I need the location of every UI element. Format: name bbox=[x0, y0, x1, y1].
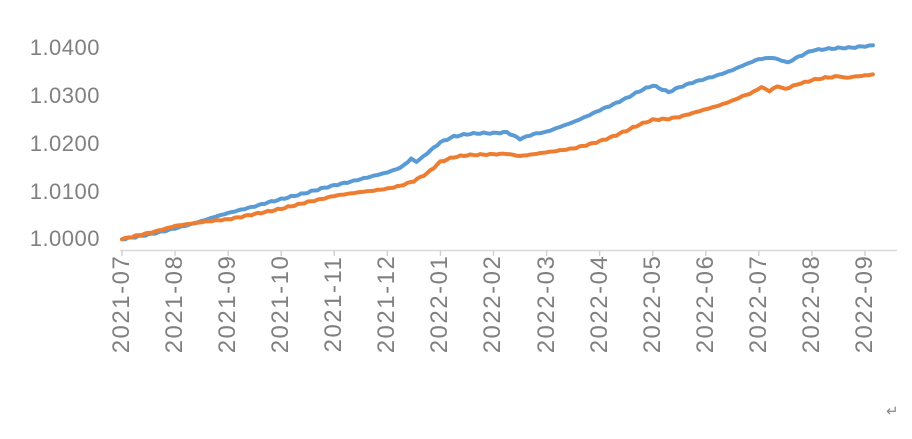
x-tick-label: 2022-08 bbox=[797, 254, 825, 354]
legend: 某短期开放式理财产品 万得短期纯债型基金指数 bbox=[0, 376, 912, 416]
y-tick-label: 1.0000 bbox=[29, 226, 100, 252]
x-tick-label: 2022-09 bbox=[850, 254, 878, 354]
x-tick-label: 2021-12 bbox=[373, 254, 401, 354]
x-tick-label: 2021-09 bbox=[214, 254, 242, 354]
x-tick-label: 2021-11 bbox=[320, 255, 348, 353]
series-line-1 bbox=[120, 72, 875, 242]
x-tick-label: 2021-10 bbox=[267, 254, 295, 354]
x-tick-label: 2022-02 bbox=[479, 254, 507, 354]
x-tick-label: 2022-07 bbox=[744, 254, 772, 354]
y-tick-label: 1.0300 bbox=[29, 82, 100, 108]
x-tick-label: 2022-01 bbox=[426, 254, 454, 354]
x-tick-label: 2021-08 bbox=[161, 254, 189, 354]
x-tick-label: 2022-04 bbox=[585, 254, 613, 354]
x-tick-label: 2021-07 bbox=[108, 254, 135, 354]
x-tick-label: 2022-06 bbox=[691, 254, 719, 354]
paragraph-return-mark: ↵ bbox=[886, 403, 899, 420]
series-line-0 bbox=[120, 43, 875, 242]
x-tick-label: 2022-03 bbox=[532, 254, 560, 354]
y-tick-label: 1.0100 bbox=[29, 178, 100, 204]
y-tick-label: 1.0400 bbox=[29, 35, 100, 61]
x-tick-label: 2022-05 bbox=[638, 254, 666, 354]
y-tick-label: 1.0200 bbox=[29, 130, 100, 156]
